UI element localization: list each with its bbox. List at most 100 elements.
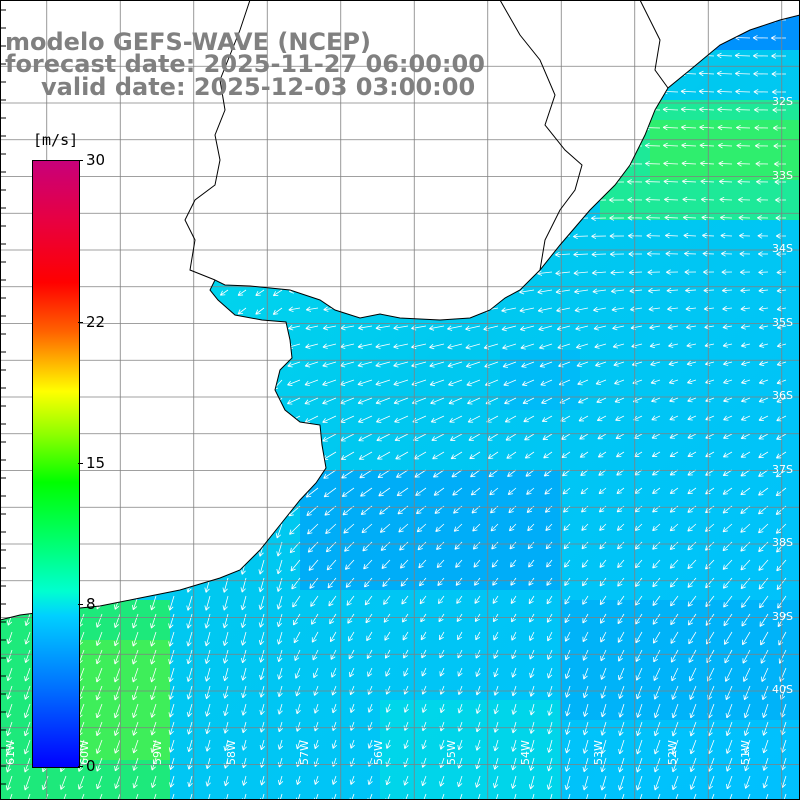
wind-arrow — [450, 451, 463, 460]
wind-arrow — [168, 757, 175, 771]
wind-arrow — [665, 251, 679, 257]
wind-arrow — [272, 307, 283, 315]
wind-arrow — [415, 487, 427, 496]
wind-arrow — [635, 667, 643, 681]
wind-arrow — [150, 685, 157, 701]
wind-arrow — [401, 595, 409, 605]
wind-arrow — [618, 667, 625, 681]
wind-arrow — [492, 595, 499, 604]
wind-arrow — [771, 35, 787, 41]
wind-arrow — [259, 667, 265, 681]
wind-arrow — [277, 649, 283, 663]
wind-arrow — [529, 667, 535, 679]
wind-arrow — [510, 595, 517, 604]
wind-arrow — [308, 559, 319, 571]
wind-arrow — [581, 541, 589, 550]
wind-arrow — [131, 613, 139, 629]
wind-arrow — [131, 667, 139, 683]
wind-arrow — [95, 667, 103, 683]
wind-arrow — [241, 775, 248, 786]
wind-arrow — [669, 487, 679, 495]
wind-arrow — [687, 523, 697, 532]
wind-arrow — [358, 433, 373, 442]
wind-arrow — [735, 88, 751, 95]
wind-arrow — [493, 721, 499, 733]
wind-arrow — [671, 757, 679, 773]
wind-arrow — [634, 595, 643, 606]
wind-arrow — [525, 469, 535, 477]
wind-arrow — [562, 487, 571, 495]
wind-arrow — [473, 559, 481, 568]
wind-arrow — [689, 703, 697, 719]
wind-arrow — [546, 613, 553, 623]
wind-arrow — [291, 577, 301, 590]
wind-arrow — [526, 487, 535, 495]
wind-arrow — [304, 379, 319, 386]
wind-arrow — [113, 631, 121, 647]
wind-arrow — [330, 649, 337, 660]
wind-arrow — [778, 631, 787, 646]
wind-arrow — [347, 613, 355, 624]
wind-arrow — [653, 775, 661, 791]
wind-arrow — [449, 415, 463, 423]
wind-arrow — [322, 379, 337, 386]
wind-arrow — [470, 487, 481, 496]
wind-arrow — [77, 775, 85, 790]
wind-arrow — [241, 685, 247, 699]
wind-arrow — [259, 721, 265, 733]
wind-arrow — [502, 343, 517, 350]
wind-arrow — [467, 397, 481, 405]
wind-arrow — [344, 559, 355, 570]
wind-arrow — [439, 703, 445, 714]
wind-arrow — [222, 649, 229, 664]
wind-arrow — [331, 739, 337, 749]
wind-arrow — [365, 613, 373, 624]
wind-arrow — [259, 685, 265, 698]
wind-arrow — [329, 613, 337, 625]
wind-arrow — [597, 433, 607, 440]
wind-arrow — [511, 757, 517, 771]
wind-arrow — [204, 649, 211, 664]
wind-arrow — [753, 71, 769, 77]
wind-arrow — [670, 649, 679, 663]
wind-arrow — [724, 649, 733, 664]
wind-arrow — [509, 559, 517, 568]
wind-arrow — [687, 433, 697, 439]
wind-arrow — [716, 70, 733, 77]
wind-arrow — [774, 179, 787, 185]
wind-arrow — [744, 775, 751, 789]
wind-arrow — [762, 703, 769, 719]
wind-arrow — [521, 379, 535, 386]
wind-arrow — [311, 631, 319, 643]
wind-arrow — [452, 487, 463, 496]
wind-arrow — [775, 233, 787, 239]
wind-arrow — [668, 378, 679, 385]
wind-arrow — [493, 739, 499, 752]
wind-arrow — [555, 270, 571, 276]
wind-arrow — [399, 559, 409, 569]
wind-arrow — [758, 433, 769, 440]
wind-arrow — [23, 793, 31, 800]
wind-arrow — [720, 232, 733, 239]
wind-arrow — [187, 775, 193, 788]
wind-arrow — [305, 325, 319, 331]
wind-speed-patch — [560, 600, 800, 720]
wind-arrow — [683, 232, 697, 239]
wind-arrow — [492, 577, 499, 586]
wind-arrow — [648, 306, 661, 312]
wind-arrow — [349, 703, 355, 713]
wind-arrow — [510, 577, 517, 586]
wind-arrow — [258, 577, 265, 593]
wind-arrow — [451, 469, 463, 478]
wind-arrow — [439, 685, 445, 695]
wind-arrow — [381, 559, 391, 569]
wind-arrow — [528, 775, 535, 790]
wind-arrow — [740, 287, 751, 294]
wind-arrow — [717, 124, 733, 131]
wind-arrow — [331, 703, 337, 714]
wind-arrow — [687, 415, 697, 421]
wind-arrow — [322, 433, 337, 442]
wind-arrow — [23, 739, 31, 755]
wind-arrow — [288, 325, 301, 331]
wind-arrow — [582, 577, 589, 587]
